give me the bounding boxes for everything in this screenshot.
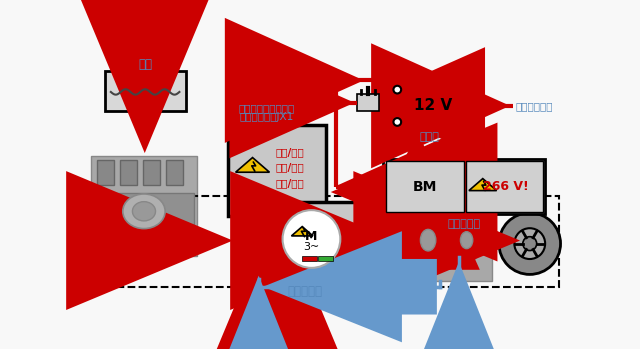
Ellipse shape <box>394 118 401 126</box>
Bar <box>91 156 197 256</box>
Polygon shape <box>291 227 313 236</box>
Bar <box>318 256 333 261</box>
Text: 3~: 3~ <box>303 242 319 252</box>
Text: 电动机模式: 电动机模式 <box>288 285 323 298</box>
Bar <box>466 161 543 212</box>
Text: 电驱动装置的功率和: 电驱动装置的功率和 <box>238 103 294 113</box>
Text: 燃油: 燃油 <box>138 59 152 72</box>
Text: BM: BM <box>412 180 437 194</box>
Polygon shape <box>469 179 497 191</box>
Bar <box>120 161 137 185</box>
Bar <box>357 94 379 111</box>
Ellipse shape <box>394 86 401 94</box>
Ellipse shape <box>283 210 340 268</box>
Ellipse shape <box>523 237 537 251</box>
Text: 控制电子装置JX1: 控制电子装置JX1 <box>239 112 294 122</box>
Text: M: M <box>305 230 317 243</box>
Text: 直流/交流: 直流/交流 <box>276 178 305 188</box>
Bar <box>166 161 183 185</box>
Bar <box>302 256 317 261</box>
Ellipse shape <box>460 232 473 248</box>
Text: 直流/直流: 直流/直流 <box>276 147 305 157</box>
Bar <box>383 159 545 214</box>
Ellipse shape <box>123 194 165 229</box>
Bar <box>228 125 326 216</box>
Text: 车辆电气系统: 车辆电气系统 <box>516 101 554 111</box>
Ellipse shape <box>408 213 448 268</box>
Ellipse shape <box>451 218 483 262</box>
Text: 蓄电池: 蓄电池 <box>420 132 440 142</box>
Bar <box>97 161 114 185</box>
Text: 高压蓄电池: 高压蓄电池 <box>448 218 481 229</box>
Bar <box>91 196 559 287</box>
Ellipse shape <box>515 228 545 259</box>
Text: 交流/直流: 交流/直流 <box>276 162 305 172</box>
Text: 266 V!: 266 V! <box>483 180 529 193</box>
Ellipse shape <box>499 213 561 274</box>
Ellipse shape <box>420 229 436 251</box>
Text: 12 V: 12 V <box>414 98 452 113</box>
Bar <box>401 200 492 281</box>
Bar <box>386 161 463 212</box>
Polygon shape <box>236 157 269 172</box>
Ellipse shape <box>132 202 156 221</box>
Bar <box>391 82 468 130</box>
Bar <box>246 202 365 279</box>
Bar <box>94 193 194 231</box>
Bar <box>105 71 186 111</box>
Bar <box>143 161 160 185</box>
Bar <box>94 233 194 252</box>
